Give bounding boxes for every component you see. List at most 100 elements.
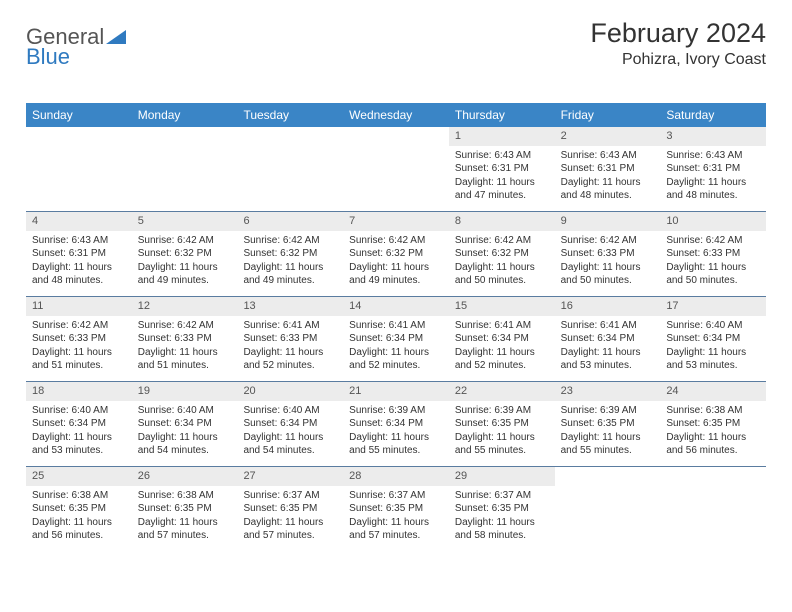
week-row: 4Sunrise: 6:43 AMSunset: 6:31 PMDaylight… bbox=[26, 211, 766, 296]
day-number: 26 bbox=[132, 467, 238, 486]
day-body: Sunrise: 6:37 AMSunset: 6:35 PMDaylight:… bbox=[237, 486, 343, 547]
day-body: Sunrise: 6:39 AMSunset: 6:35 PMDaylight:… bbox=[555, 401, 661, 462]
sunset-text: Sunset: 6:31 PM bbox=[666, 162, 760, 176]
sunset-text: Sunset: 6:34 PM bbox=[666, 332, 760, 346]
day-cell: 7Sunrise: 6:42 AMSunset: 6:32 PMDaylight… bbox=[343, 212, 449, 296]
day-number: 6 bbox=[237, 212, 343, 231]
sunrise-text: Sunrise: 6:37 AM bbox=[349, 489, 443, 503]
day-number: 3 bbox=[660, 127, 766, 146]
calendar: Sunday Monday Tuesday Wednesday Thursday… bbox=[26, 103, 766, 551]
day-number: 9 bbox=[555, 212, 661, 231]
day-cell: 19Sunrise: 6:40 AMSunset: 6:34 PMDayligh… bbox=[132, 382, 238, 466]
sunset-text: Sunset: 6:34 PM bbox=[455, 332, 549, 346]
weeks-container: 1Sunrise: 6:43 AMSunset: 6:31 PMDaylight… bbox=[26, 127, 766, 551]
day-cell: 9Sunrise: 6:42 AMSunset: 6:33 PMDaylight… bbox=[555, 212, 661, 296]
day-cell: 27Sunrise: 6:37 AMSunset: 6:35 PMDayligh… bbox=[237, 467, 343, 551]
day-body: Sunrise: 6:38 AMSunset: 6:35 PMDaylight:… bbox=[26, 486, 132, 547]
daylight-text: Daylight: 11 hours and 48 minutes. bbox=[666, 176, 760, 203]
day-body: Sunrise: 6:40 AMSunset: 6:34 PMDaylight:… bbox=[26, 401, 132, 462]
day-number: 25 bbox=[26, 467, 132, 486]
day-number: 10 bbox=[660, 212, 766, 231]
sunrise-text: Sunrise: 6:42 AM bbox=[349, 234, 443, 248]
day-body: Sunrise: 6:39 AMSunset: 6:35 PMDaylight:… bbox=[449, 401, 555, 462]
day-body: Sunrise: 6:42 AMSunset: 6:32 PMDaylight:… bbox=[237, 231, 343, 292]
day-cell: 17Sunrise: 6:40 AMSunset: 6:34 PMDayligh… bbox=[660, 297, 766, 381]
day-body: Sunrise: 6:39 AMSunset: 6:34 PMDaylight:… bbox=[343, 401, 449, 462]
daylight-text: Daylight: 11 hours and 54 minutes. bbox=[138, 431, 232, 458]
daylight-text: Daylight: 11 hours and 52 minutes. bbox=[243, 346, 337, 373]
day-number: 17 bbox=[660, 297, 766, 316]
day-body: Sunrise: 6:42 AMSunset: 6:33 PMDaylight:… bbox=[132, 316, 238, 377]
day-number: 11 bbox=[26, 297, 132, 316]
sunrise-text: Sunrise: 6:40 AM bbox=[666, 319, 760, 333]
day-header: Tuesday bbox=[237, 103, 343, 127]
day-body: Sunrise: 6:40 AMSunset: 6:34 PMDaylight:… bbox=[132, 401, 238, 462]
logo-triangle-icon bbox=[106, 30, 126, 46]
day-cell: 6Sunrise: 6:42 AMSunset: 6:32 PMDaylight… bbox=[237, 212, 343, 296]
sunrise-text: Sunrise: 6:37 AM bbox=[455, 489, 549, 503]
day-body: Sunrise: 6:43 AMSunset: 6:31 PMDaylight:… bbox=[449, 146, 555, 207]
daylight-text: Daylight: 11 hours and 49 minutes. bbox=[349, 261, 443, 288]
sunset-text: Sunset: 6:34 PM bbox=[349, 417, 443, 431]
sunset-text: Sunset: 6:32 PM bbox=[349, 247, 443, 261]
sunrise-text: Sunrise: 6:42 AM bbox=[455, 234, 549, 248]
daylight-text: Daylight: 11 hours and 55 minutes. bbox=[561, 431, 655, 458]
day-cell: 12Sunrise: 6:42 AMSunset: 6:33 PMDayligh… bbox=[132, 297, 238, 381]
day-header: Wednesday bbox=[343, 103, 449, 127]
day-cell: 8Sunrise: 6:42 AMSunset: 6:32 PMDaylight… bbox=[449, 212, 555, 296]
day-cell: 20Sunrise: 6:40 AMSunset: 6:34 PMDayligh… bbox=[237, 382, 343, 466]
sunset-text: Sunset: 6:34 PM bbox=[243, 417, 337, 431]
day-number: 2 bbox=[555, 127, 661, 146]
day-body: Sunrise: 6:42 AMSunset: 6:32 PMDaylight:… bbox=[343, 231, 449, 292]
day-body: Sunrise: 6:43 AMSunset: 6:31 PMDaylight:… bbox=[555, 146, 661, 207]
day-body: Sunrise: 6:37 AMSunset: 6:35 PMDaylight:… bbox=[343, 486, 449, 547]
sunset-text: Sunset: 6:32 PM bbox=[455, 247, 549, 261]
daylight-text: Daylight: 11 hours and 56 minutes. bbox=[32, 516, 126, 543]
sunrise-text: Sunrise: 6:38 AM bbox=[32, 489, 126, 503]
day-body: Sunrise: 6:38 AMSunset: 6:35 PMDaylight:… bbox=[660, 401, 766, 462]
title-block: February 2024 Pohizra, Ivory Coast bbox=[590, 18, 766, 69]
month-title: February 2024 bbox=[590, 18, 766, 49]
sunrise-text: Sunrise: 6:37 AM bbox=[243, 489, 337, 503]
daylight-text: Daylight: 11 hours and 50 minutes. bbox=[666, 261, 760, 288]
day-number: 23 bbox=[555, 382, 661, 401]
sunset-text: Sunset: 6:35 PM bbox=[243, 502, 337, 516]
daylight-text: Daylight: 11 hours and 57 minutes. bbox=[243, 516, 337, 543]
daylight-text: Daylight: 11 hours and 50 minutes. bbox=[455, 261, 549, 288]
daylight-text: Daylight: 11 hours and 47 minutes. bbox=[455, 176, 549, 203]
day-number: 20 bbox=[237, 382, 343, 401]
sunrise-text: Sunrise: 6:43 AM bbox=[455, 149, 549, 163]
calendar-page: General February 2024 Pohizra, Ivory Coa… bbox=[0, 0, 792, 551]
day-body: Sunrise: 6:40 AMSunset: 6:34 PMDaylight:… bbox=[237, 401, 343, 462]
day-cell: 16Sunrise: 6:41 AMSunset: 6:34 PMDayligh… bbox=[555, 297, 661, 381]
week-row: 25Sunrise: 6:38 AMSunset: 6:35 PMDayligh… bbox=[26, 466, 766, 551]
sunset-text: Sunset: 6:35 PM bbox=[349, 502, 443, 516]
daylight-text: Daylight: 11 hours and 54 minutes. bbox=[243, 431, 337, 458]
day-header: Saturday bbox=[660, 103, 766, 127]
daylight-text: Daylight: 11 hours and 53 minutes. bbox=[561, 346, 655, 373]
daylight-text: Daylight: 11 hours and 51 minutes. bbox=[32, 346, 126, 373]
day-header: Thursday bbox=[449, 103, 555, 127]
daylight-text: Daylight: 11 hours and 52 minutes. bbox=[349, 346, 443, 373]
day-body: Sunrise: 6:43 AMSunset: 6:31 PMDaylight:… bbox=[660, 146, 766, 207]
day-cell: 26Sunrise: 6:38 AMSunset: 6:35 PMDayligh… bbox=[132, 467, 238, 551]
day-cell: 18Sunrise: 6:40 AMSunset: 6:34 PMDayligh… bbox=[26, 382, 132, 466]
sunrise-text: Sunrise: 6:39 AM bbox=[561, 404, 655, 418]
day-number: 12 bbox=[132, 297, 238, 316]
sunrise-text: Sunrise: 6:42 AM bbox=[243, 234, 337, 248]
day-number: 4 bbox=[26, 212, 132, 231]
sunrise-text: Sunrise: 6:41 AM bbox=[455, 319, 549, 333]
daylight-text: Daylight: 11 hours and 48 minutes. bbox=[32, 261, 126, 288]
day-number: 16 bbox=[555, 297, 661, 316]
week-row: 18Sunrise: 6:40 AMSunset: 6:34 PMDayligh… bbox=[26, 381, 766, 466]
sunrise-text: Sunrise: 6:39 AM bbox=[349, 404, 443, 418]
sunset-text: Sunset: 6:35 PM bbox=[561, 417, 655, 431]
day-number: 29 bbox=[449, 467, 555, 486]
day-body: Sunrise: 6:40 AMSunset: 6:34 PMDaylight:… bbox=[660, 316, 766, 377]
day-cell: 4Sunrise: 6:43 AMSunset: 6:31 PMDaylight… bbox=[26, 212, 132, 296]
day-cell bbox=[26, 127, 132, 211]
sunset-text: Sunset: 6:32 PM bbox=[243, 247, 337, 261]
sunset-text: Sunset: 6:33 PM bbox=[138, 332, 232, 346]
day-number: 18 bbox=[26, 382, 132, 401]
day-number: 1 bbox=[449, 127, 555, 146]
